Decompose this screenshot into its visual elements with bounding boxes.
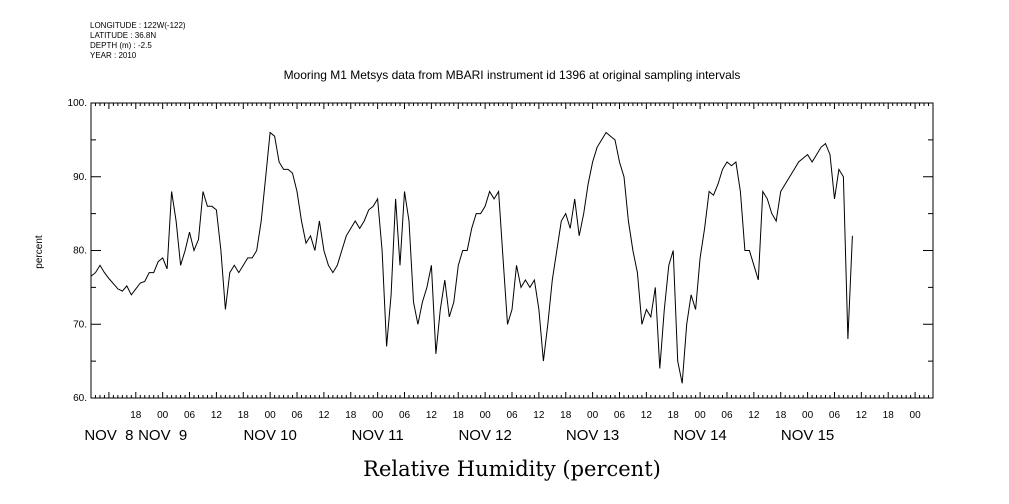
x-tick-label: 06 <box>399 410 411 421</box>
x-tick-label: 18 <box>560 410 572 421</box>
x-axis-label: Relative Humidity (percent) <box>363 457 661 481</box>
humidity-series-line <box>90 131 853 384</box>
year-text: YEAR : 2010 <box>90 51 137 60</box>
x-tick-label: 18 <box>238 410 250 421</box>
x-tick-label: 06 <box>506 410 518 421</box>
x-tick-label: 18 <box>453 410 465 421</box>
x-tick-label: 00 <box>695 410 707 421</box>
x-tick-label: 00 <box>157 410 169 421</box>
x-tick-label: 06 <box>829 410 841 421</box>
y-tick-label: 80. <box>73 246 87 257</box>
x-tick-label: 12 <box>641 410 653 421</box>
series-group <box>90 131 853 384</box>
x-tick-label: 06 <box>721 410 733 421</box>
x-tick-label: 00 <box>587 410 599 421</box>
x-tick-label: 00 <box>265 410 277 421</box>
x-tick-label: 18 <box>668 410 680 421</box>
x-tick-label: 00 <box>480 410 492 421</box>
x-tick-label: 00 <box>910 410 922 421</box>
plot-frame <box>90 102 934 399</box>
y-axis-label: percent <box>34 235 45 269</box>
latitude-text: LATITUDE : 36.8N <box>90 31 157 40</box>
x-tick-label: 06 <box>291 410 303 421</box>
plot-axes: 18 00 06 12 18 00 06 12 18 00 06 12 18 00 06 12 18 00 06 12… <box>68 98 934 444</box>
y-tick-label: 60. <box>73 393 87 404</box>
x-day-label: NOV 9 <box>138 427 187 444</box>
x-day-label: NOV 10 <box>243 427 296 444</box>
x-tick-label: 12 <box>426 410 438 421</box>
x-tick-label: 00 <box>802 410 814 421</box>
y-tick-label: 100. <box>68 98 87 109</box>
chart-title: Mooring M1 Metsys data from MBARI instru… <box>284 68 741 82</box>
x-day-label: NOV 8 <box>84 427 133 444</box>
x-tick-label: 18 <box>345 410 357 421</box>
x-day-label: NOV 11 <box>352 427 404 444</box>
x-tick-label: 12 <box>318 410 330 421</box>
x-tick-label: 12 <box>856 410 868 421</box>
depth-text: DEPTH (m) : -2.5 <box>90 41 152 50</box>
x-tick-label: 06 <box>614 410 626 421</box>
x-tick-label: 12 <box>533 410 545 421</box>
x-tick-label: 12 <box>211 410 223 421</box>
y-tick-label: 70. <box>73 319 87 330</box>
x-day-label: NOV 13 <box>566 427 619 444</box>
mooring-metadata: LONGITUDE : 122W(-122) LATITUDE : 36.8N … <box>90 21 186 61</box>
x-tick-label: 00 <box>372 410 384 421</box>
longitude-text: LONGITUDE : 122W(-122) <box>90 21 186 30</box>
x-tick-label: 12 <box>748 410 760 421</box>
y-tick-label: 90. <box>73 172 87 183</box>
x-day-label: NOV 12 <box>458 427 511 444</box>
x-day-label: NOV 14 <box>673 427 726 444</box>
x-tick-label: 18 <box>130 410 142 421</box>
x-tick-label: 18 <box>775 410 787 421</box>
x-day-label: NOV 15 <box>781 427 834 444</box>
x-tick-label: 18 <box>883 410 895 421</box>
x-tick-label: 06 <box>184 410 196 421</box>
